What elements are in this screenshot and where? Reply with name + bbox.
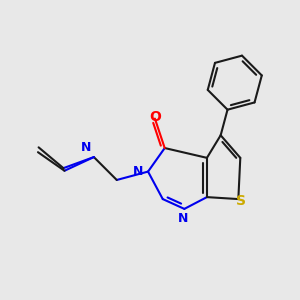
Text: N: N (133, 165, 144, 178)
Text: N: N (80, 141, 91, 154)
Text: O: O (149, 110, 161, 124)
Text: N: N (178, 212, 188, 225)
Text: S: S (236, 194, 246, 208)
